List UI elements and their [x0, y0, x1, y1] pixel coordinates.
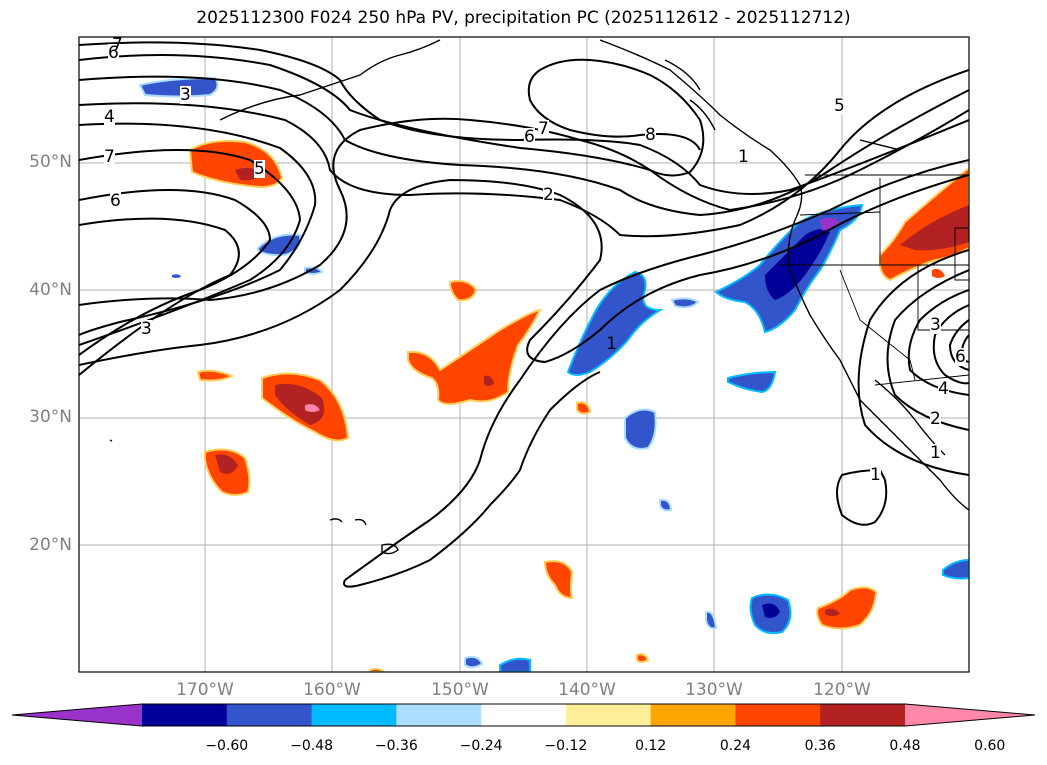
pv-contours — [79, 41, 969, 588]
contour-label: 1 — [738, 147, 749, 167]
lat-label-20n: 20°N — [29, 535, 72, 555]
contour-label: 6 — [955, 347, 966, 367]
precip-positive-regions — [188, 140, 969, 672]
map-title: 2025112300 F024 250 hPa PV, precipitatio… — [196, 8, 851, 28]
graticule — [79, 37, 969, 672]
colorbar-tick-label: −0.60 — [205, 738, 249, 754]
contour-label: 6 — [108, 43, 119, 63]
contour-label: 4 — [104, 107, 115, 127]
colorbar-segment — [142, 704, 228, 726]
colorbar-segment — [226, 704, 313, 726]
contour-label: 1 — [606, 334, 617, 354]
contour-label: 1 — [930, 443, 941, 463]
colorbar-segment — [311, 704, 397, 726]
colorbar-outline — [11, 703, 1036, 727]
colorbar-tick-label: −0.12 — [544, 738, 588, 754]
map-frame — [78, 36, 970, 673]
colorbar-tick-label: 0.36 — [804, 738, 836, 754]
contour-label: 6 — [524, 127, 535, 147]
contour-label: 3 — [141, 319, 152, 339]
contour-label: 2 — [543, 185, 554, 205]
contour-label: 2 — [930, 409, 941, 429]
contour-label: 3 — [930, 315, 941, 335]
colorbar-tick-label: 0.60 — [974, 738, 1006, 754]
lon-label-130w: 130°W — [685, 680, 743, 700]
lat-label-40n: 40°N — [29, 280, 72, 300]
contour-label: 5 — [834, 96, 845, 116]
lon-label-160w: 160°W — [303, 680, 361, 700]
colorbar-segment — [396, 704, 482, 726]
lon-label-120w: 120°W — [813, 680, 871, 700]
colorbar-tick-label: −0.48 — [290, 738, 333, 754]
contour-label: 7 — [104, 147, 115, 167]
colorbar-tick-label: 0.48 — [889, 738, 921, 754]
colorbar-tick-label: 0.24 — [719, 738, 752, 754]
colorbar-tick-label: 0.12 — [635, 738, 667, 754]
lat-label-30n: 30°N — [29, 407, 72, 427]
contour-label: 4 — [938, 379, 949, 399]
colorbar-segment — [650, 704, 736, 726]
colorbar-segment — [565, 704, 652, 726]
colorbar-segment — [735, 704, 821, 726]
colorbar — [11, 703, 1036, 727]
contour-label: 1 — [870, 465, 881, 485]
contour-label: 7 — [538, 119, 549, 139]
lon-label-170w: 170°W — [176, 680, 234, 700]
colorbar-segment — [481, 704, 567, 726]
contour-label: 8 — [645, 125, 656, 145]
lon-label-140w: 140°W — [558, 680, 616, 700]
colorbar-extend-high — [905, 704, 1035, 726]
borders — [780, 174, 969, 386]
colorbar-extend-low — [12, 704, 142, 726]
colorbar-tick-label: −0.24 — [459, 738, 503, 754]
contour-label: 6 — [110, 191, 121, 211]
lat-label-50n: 50°N — [29, 152, 72, 172]
colorbar-tick-label: −0.36 — [374, 738, 418, 754]
contour-label: 5 — [254, 159, 265, 179]
colorbar-segment — [820, 704, 906, 726]
contour-label: 3 — [180, 85, 191, 105]
lon-label-150w: 150°W — [431, 680, 489, 700]
contour-label: 7 — [112, 35, 123, 55]
